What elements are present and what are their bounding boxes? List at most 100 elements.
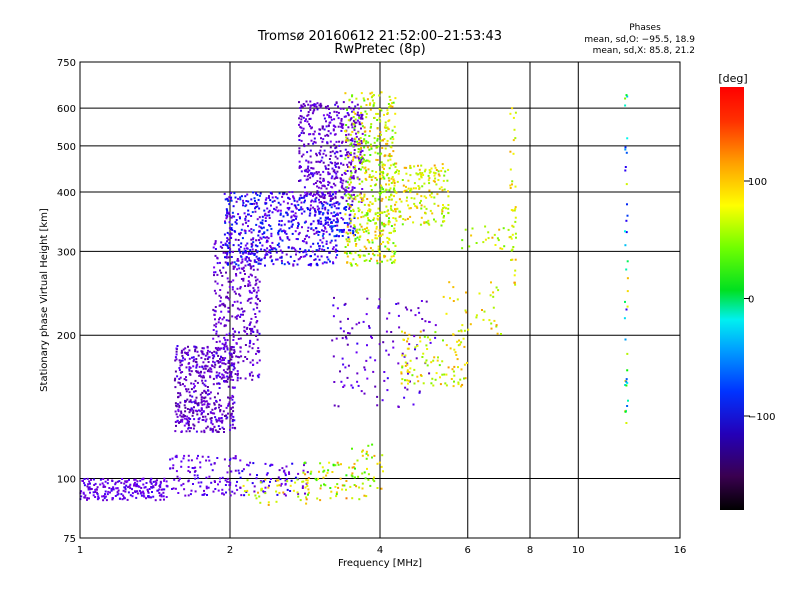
data-point (349, 139, 352, 142)
data-point (255, 352, 257, 355)
data-point (333, 296, 335, 299)
data-point (185, 366, 188, 369)
data-point (286, 488, 289, 491)
data-point (381, 399, 384, 402)
data-point (514, 258, 517, 261)
data-point (442, 339, 444, 342)
data-point (460, 330, 463, 333)
data-point (204, 420, 207, 423)
data-point (305, 498, 308, 501)
data-point (394, 162, 396, 165)
data-point (415, 205, 418, 208)
data-point (202, 493, 205, 496)
data-point (360, 113, 363, 116)
data-point (344, 213, 347, 216)
data-point (230, 412, 233, 415)
data-point (212, 383, 215, 386)
data-point (373, 217, 376, 220)
data-point (330, 212, 333, 215)
data-point (376, 395, 379, 398)
data-point (230, 348, 233, 351)
data-point (219, 300, 222, 303)
data-point (213, 366, 216, 369)
data-point (385, 196, 387, 199)
data-point (300, 256, 302, 258)
data-point (133, 478, 136, 481)
data-point (269, 478, 272, 480)
data-point (217, 361, 220, 364)
data-point (340, 129, 343, 132)
data-point (379, 170, 382, 173)
data-point (357, 131, 360, 134)
data-point (139, 492, 142, 495)
data-point (390, 208, 393, 211)
data-point (142, 477, 145, 480)
data-point (222, 244, 225, 246)
data-point (316, 102, 319, 105)
data-point (224, 415, 226, 417)
data-point (138, 485, 141, 488)
data-point (322, 193, 325, 196)
data-point (357, 148, 360, 150)
data-point (178, 404, 181, 407)
data-point (366, 146, 369, 149)
data-point (303, 464, 305, 467)
data-point (283, 493, 286, 496)
data-point (369, 201, 372, 204)
data-point (437, 173, 440, 176)
data-point (378, 461, 381, 464)
data-point (369, 208, 372, 211)
data-point (301, 226, 303, 229)
x-tick-label: 2 (227, 545, 233, 556)
data-point (360, 105, 363, 108)
data-point (373, 102, 376, 105)
data-point (444, 382, 447, 385)
data-point (407, 372, 409, 375)
data-point (386, 112, 389, 115)
data-point (115, 487, 118, 490)
data-point (391, 129, 394, 132)
data-point (400, 372, 403, 375)
data-point (215, 376, 218, 379)
data-point (279, 249, 282, 252)
data-point (318, 201, 321, 204)
data-point (363, 167, 366, 170)
data-point (330, 225, 333, 228)
data-point (328, 181, 331, 184)
data-point (381, 197, 384, 200)
data-point (212, 360, 214, 363)
data-point (283, 223, 286, 226)
info-title: Phases (629, 23, 661, 33)
data-point (187, 426, 190, 429)
data-point (442, 216, 445, 219)
data-point (360, 140, 363, 142)
data-point (327, 258, 330, 261)
data-point (625, 231, 628, 234)
data-point (269, 464, 272, 467)
data-point (228, 370, 231, 373)
data-point (402, 338, 405, 341)
data-point (360, 116, 363, 119)
data-point (212, 354, 215, 357)
data-point (496, 237, 499, 240)
data-point (371, 336, 373, 339)
data-point (422, 329, 425, 332)
data-point (345, 199, 348, 202)
data-point (204, 391, 207, 394)
data-point (242, 310, 245, 313)
data-point (401, 352, 404, 355)
data-point (434, 172, 437, 175)
data-point (152, 485, 155, 488)
data-point (450, 378, 453, 380)
data-point (350, 252, 353, 255)
data-point (625, 422, 628, 424)
data-point (303, 250, 306, 253)
data-point (329, 225, 332, 228)
data-point (444, 170, 447, 173)
data-point (142, 492, 145, 495)
data-point (428, 372, 431, 375)
data-point (322, 170, 325, 173)
data-point (319, 149, 322, 152)
data-point (376, 112, 379, 115)
data-point (372, 94, 375, 97)
